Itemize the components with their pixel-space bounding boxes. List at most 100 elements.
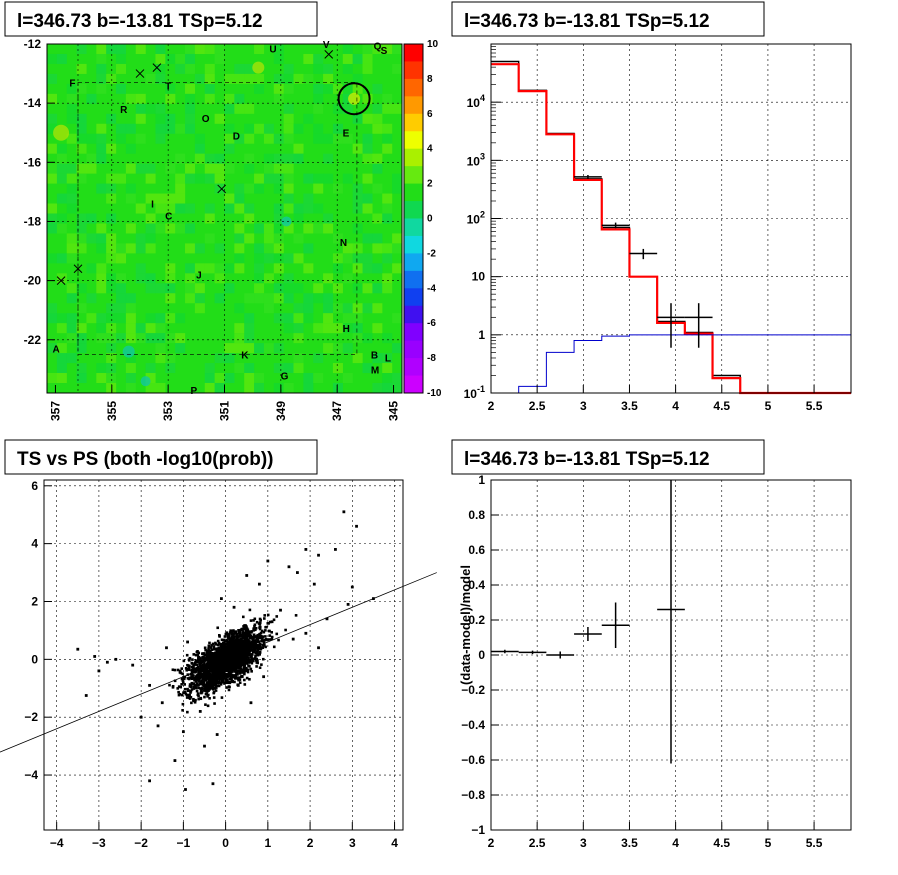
map-cell — [194, 153, 205, 164]
scatter-point — [226, 635, 229, 638]
scatter-point — [253, 617, 257, 621]
scatter-point — [191, 658, 194, 661]
scatter-point — [253, 624, 256, 628]
map-cell — [283, 273, 294, 284]
map-cell — [155, 223, 166, 234]
scatter-point — [232, 639, 236, 642]
scatter-point — [296, 571, 299, 574]
map-cell — [185, 293, 196, 304]
map-cell — [165, 363, 176, 374]
scatter-point — [226, 665, 230, 669]
scatter-point — [183, 687, 187, 691]
scatter-point — [228, 677, 232, 681]
scatter-point — [196, 653, 200, 657]
scatter-point — [241, 659, 245, 663]
scatter-point — [226, 661, 230, 664]
scatter-point — [248, 645, 252, 649]
colorbar-tick-label: 0 — [427, 214, 433, 225]
map-cell — [76, 44, 87, 54]
map-cell — [56, 373, 67, 384]
scatter-point — [258, 632, 261, 636]
scatter-point — [228, 673, 231, 676]
scatter-point — [185, 696, 189, 699]
map-cell — [106, 283, 117, 294]
map-cell — [283, 173, 294, 184]
scatter-point — [239, 643, 243, 646]
scatter-point — [189, 691, 192, 694]
scatter-point — [203, 661, 206, 665]
map-cell — [273, 293, 284, 304]
scatter-point — [248, 630, 251, 633]
colorbar-tick-label: 4 — [427, 144, 433, 155]
scatter-point — [214, 684, 218, 688]
scatter-point — [240, 662, 244, 666]
scatter-point — [237, 638, 240, 642]
map-cell — [145, 373, 156, 384]
scatter-point — [245, 574, 249, 577]
scatter-point — [221, 646, 225, 649]
map-cell — [293, 123, 304, 134]
scatter-point — [248, 635, 252, 638]
scatter-point — [177, 690, 180, 694]
residual-x-tick-label: 4.5 — [713, 836, 730, 850]
scatter-point — [235, 635, 239, 638]
scatter-point — [227, 657, 231, 661]
map-cell — [254, 382, 265, 393]
map-cell — [96, 183, 107, 194]
map-cell — [283, 133, 294, 144]
scatter-point — [226, 667, 230, 670]
map-cell — [283, 283, 294, 294]
scatter-point — [190, 670, 194, 673]
map-x-marker — [324, 49, 334, 59]
map-cell — [155, 323, 166, 334]
scatter-point — [212, 691, 216, 695]
map-cell — [224, 163, 235, 174]
map-cell — [342, 343, 353, 354]
scatter-title: TS vs PS (both -log10(prob)) — [17, 449, 274, 470]
map-cell — [194, 133, 205, 144]
scatter-point — [236, 642, 239, 646]
map-cell — [254, 243, 265, 254]
scatter-point — [245, 676, 249, 680]
scatter-point — [93, 655, 97, 658]
map-cell — [76, 243, 87, 254]
scatter-point — [231, 665, 234, 668]
map-cell — [214, 263, 225, 274]
map-cell — [283, 382, 294, 393]
scatter-x-tick-label: −4 — [50, 836, 64, 850]
map-cell — [214, 163, 225, 174]
map-cell — [204, 233, 215, 244]
map-cell — [116, 173, 127, 184]
map-cell — [116, 303, 127, 314]
map-cell — [145, 103, 156, 114]
map-cell — [283, 153, 294, 164]
scatter-point — [236, 683, 240, 687]
map-cell — [293, 353, 304, 364]
map-cell — [76, 173, 87, 184]
scatter-point — [229, 642, 233, 646]
residual-y-tick-label: 1 — [478, 473, 485, 487]
scatter-point — [208, 673, 211, 677]
map-cell — [273, 203, 284, 214]
scatter-point — [350, 585, 354, 589]
map-cell — [342, 63, 353, 74]
map-patch-0 — [348, 92, 361, 105]
scatter-point — [221, 648, 225, 652]
scatter-point — [218, 649, 221, 652]
scatter-point — [196, 665, 200, 669]
scatter-point — [196, 663, 199, 667]
spectrum-title: l=346.73 b=-13.81 TSp=5.12 — [464, 11, 710, 32]
map-cell — [47, 143, 57, 154]
scatter-point — [237, 669, 241, 672]
scatter-point — [256, 640, 260, 643]
scatter-point — [198, 657, 202, 660]
map-cell — [263, 133, 274, 144]
map-cell — [372, 303, 383, 314]
map-cell — [66, 243, 77, 254]
map-cell — [56, 363, 67, 374]
map-cell — [332, 253, 343, 264]
scatter-point — [201, 675, 204, 679]
map-cell — [66, 313, 77, 324]
scatter-point — [220, 654, 224, 657]
map-cell — [273, 233, 284, 244]
